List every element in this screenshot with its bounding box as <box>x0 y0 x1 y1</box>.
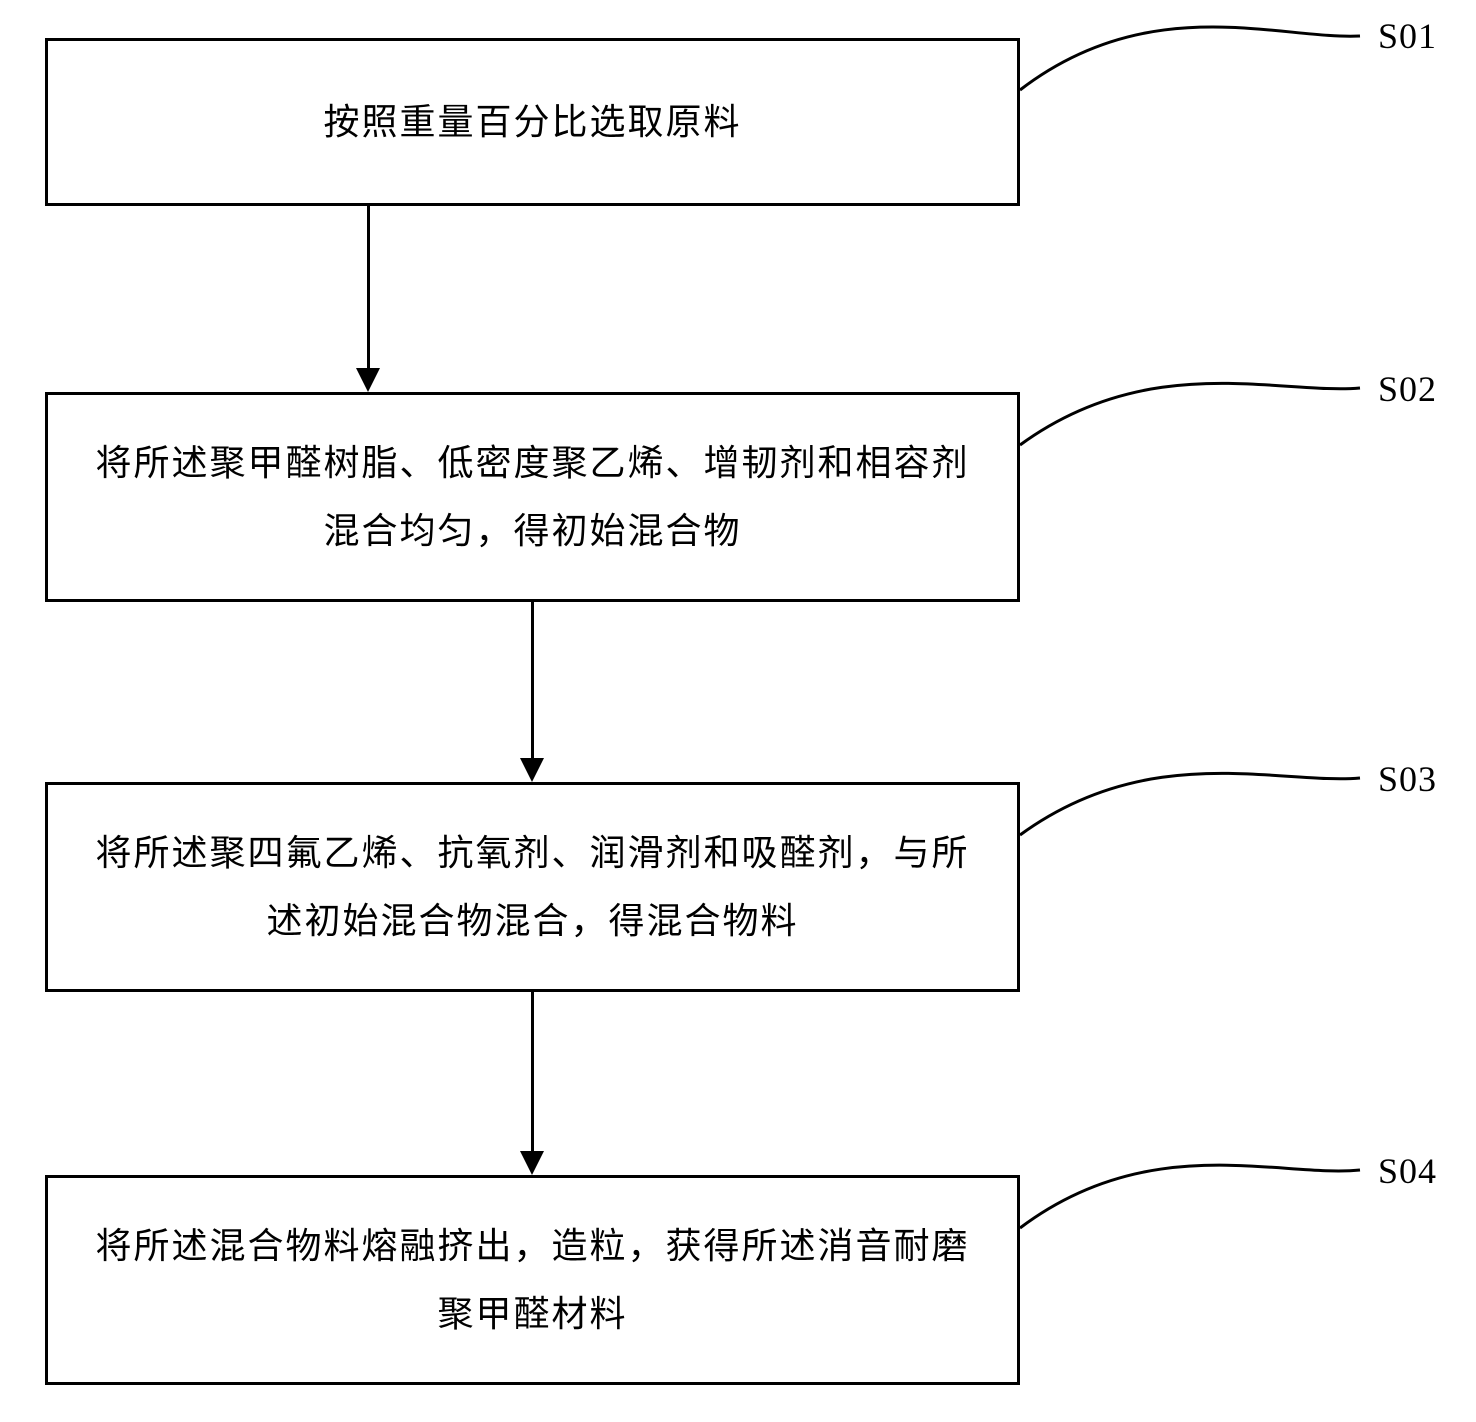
arrow-head-s03-s04 <box>520 1151 544 1175</box>
arrow-head-s02-s03 <box>520 758 544 782</box>
step-label-s03: S03 <box>1378 758 1437 800</box>
flowchart-canvas: 按照重量百分比选取原料 将所述聚甲醛树脂、低密度聚乙烯、增韧剂和相容剂混合均匀，… <box>0 0 1476 1422</box>
step-text-s03: 将所述聚四氟乙烯、抗氧剂、润滑剂和吸醛剂，与所述初始混合物混合，得混合物料 <box>78 819 987 956</box>
arrow-line-s02-s03 <box>531 602 534 758</box>
arrow-line-s03-s04 <box>531 992 534 1151</box>
step-box-s04: 将所述混合物料熔融挤出，造粒，获得所述消音耐磨聚甲醛材料 <box>45 1175 1020 1385</box>
step-text-s04: 将所述混合物料熔融挤出，造粒，获得所述消音耐磨聚甲醛材料 <box>78 1212 987 1349</box>
connector-s03 <box>1010 730 1370 845</box>
connector-s02 <box>1010 340 1370 455</box>
step-text-s01: 按照重量百分比选取原料 <box>323 88 741 156</box>
connector-s04 <box>1010 1120 1370 1238</box>
arrow-head-s01-s02 <box>356 368 380 392</box>
step-box-s02: 将所述聚甲醛树脂、低密度聚乙烯、增韧剂和相容剂混合均匀，得初始混合物 <box>45 392 1020 602</box>
step-label-s04: S04 <box>1378 1150 1437 1192</box>
connector-s01 <box>1010 0 1370 100</box>
step-label-s01: S01 <box>1378 15 1437 57</box>
step-text-s02: 将所述聚甲醛树脂、低密度聚乙烯、增韧剂和相容剂混合均匀，得初始混合物 <box>78 429 987 566</box>
arrow-line-s01-s02 <box>367 206 370 368</box>
step-box-s03: 将所述聚四氟乙烯、抗氧剂、润滑剂和吸醛剂，与所述初始混合物混合，得混合物料 <box>45 782 1020 992</box>
step-label-s02: S02 <box>1378 368 1437 410</box>
step-box-s01: 按照重量百分比选取原料 <box>45 38 1020 206</box>
